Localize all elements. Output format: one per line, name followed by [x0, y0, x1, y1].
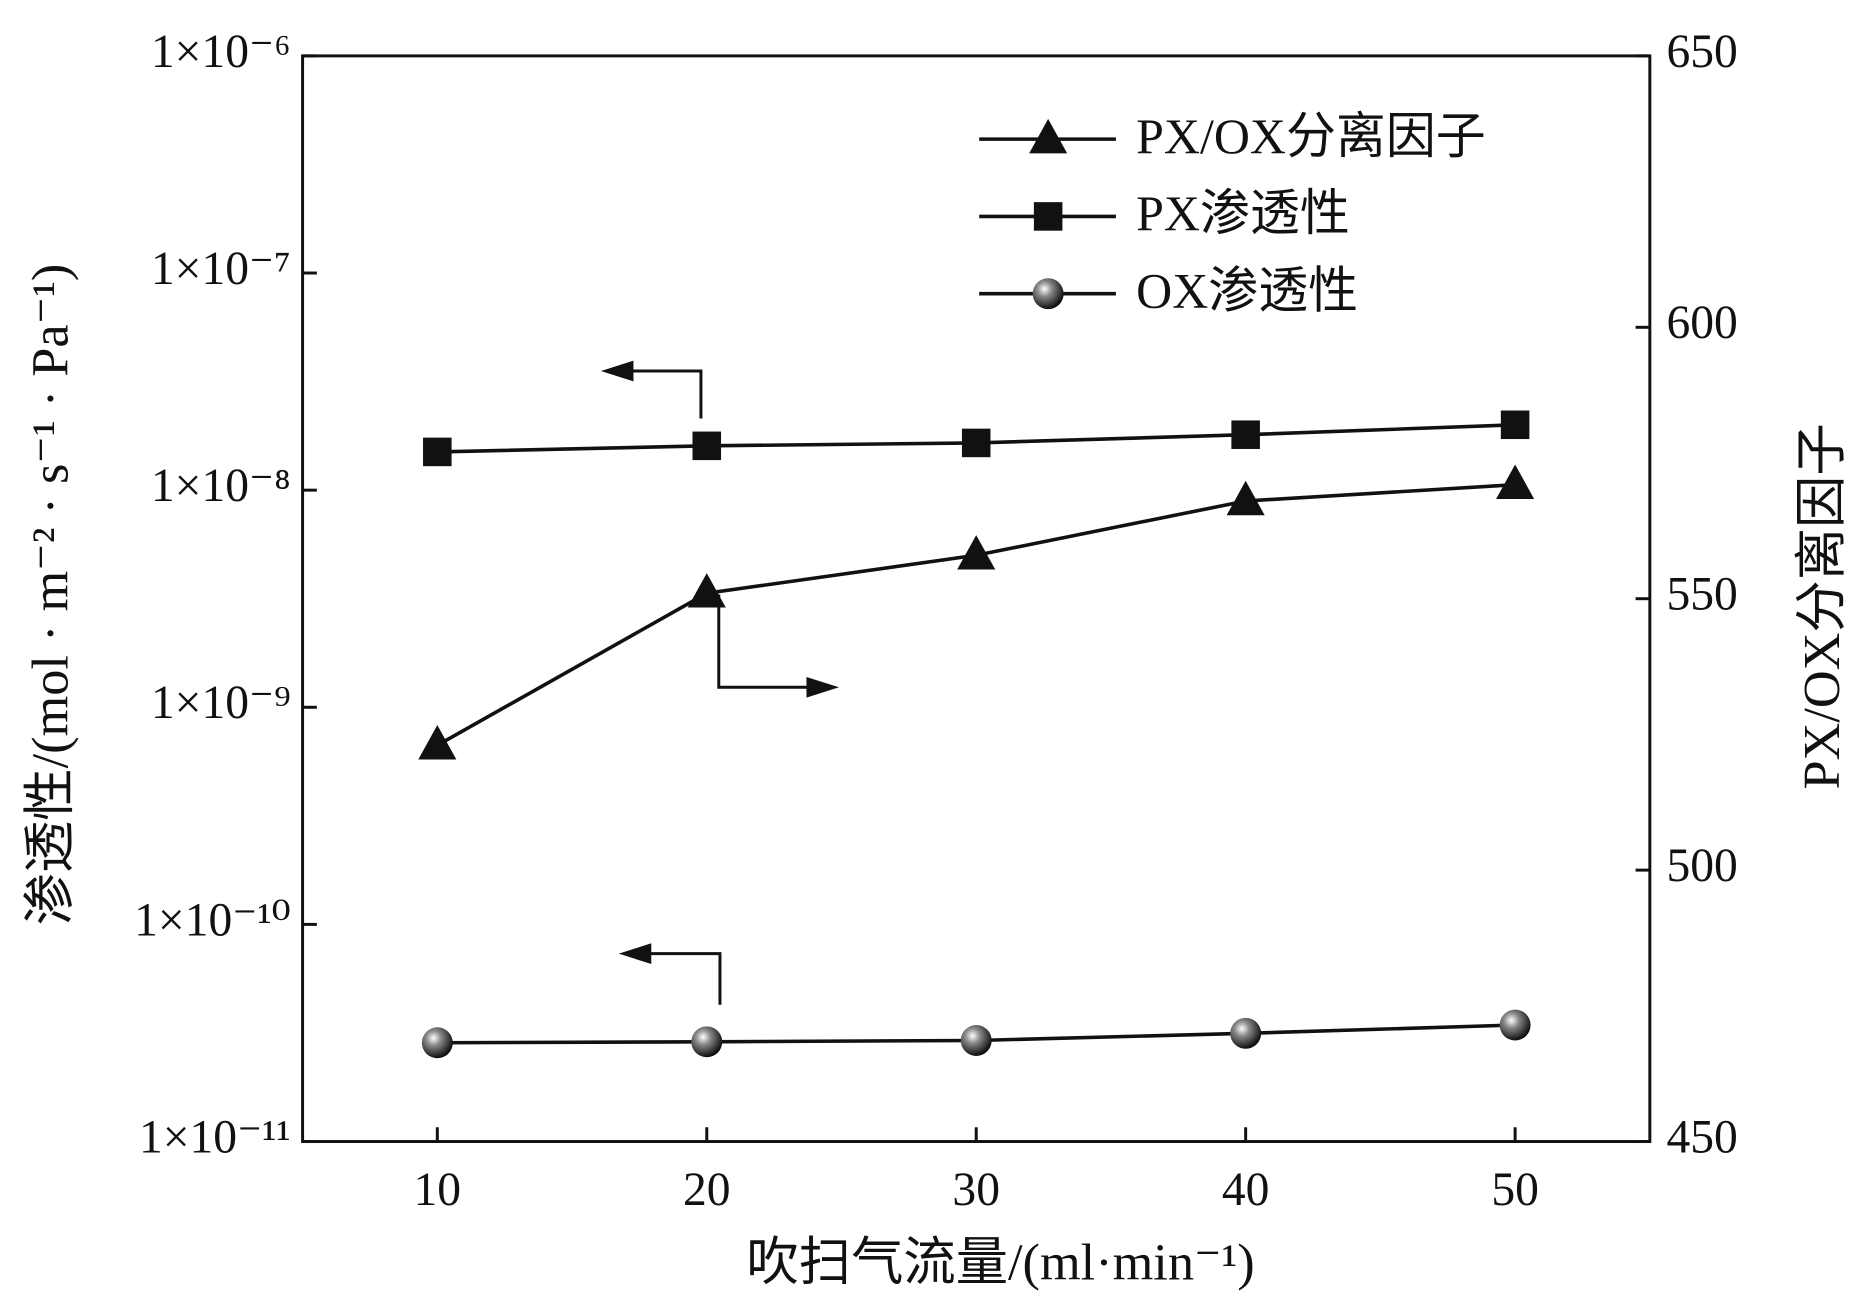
y2-tick-label: 550 [1666, 569, 1737, 621]
marker-sphere [1032, 278, 1064, 310]
marker-square [1033, 202, 1063, 231]
y2-axis-label: PX/OX分离因子 [1793, 423, 1851, 789]
y-axis-label: 渗透性/(mol · m⁻² · s⁻¹ · Pa⁻¹) [21, 264, 79, 926]
marker-square [423, 437, 452, 467]
marker-sphere [421, 1027, 453, 1059]
y-tick-label: 1×10⁻⁸ [151, 460, 291, 512]
marker-sphere [1499, 1009, 1531, 1041]
y2-tick-label: 650 [1666, 26, 1737, 78]
y-tick-label: 1×10⁻⁹ [151, 677, 291, 729]
x-tick-label: 50 [1491, 1164, 1539, 1216]
y2-tick-label: 450 [1666, 1111, 1737, 1163]
marker-triangle [957, 535, 996, 570]
arrow-head [806, 676, 840, 698]
y2-tick-label: 600 [1666, 297, 1737, 349]
y-tick-label: 1×10⁻¹¹ [139, 1111, 291, 1163]
arrow [637, 952, 722, 1005]
marker-triangle [687, 573, 726, 608]
series-line [436, 482, 1516, 747]
annotation-arrows [600, 360, 840, 1005]
y-tick-label: 1×10⁻⁶ [151, 26, 291, 78]
y2-tick-label: 500 [1666, 840, 1737, 892]
x-tick-label: 40 [1222, 1164, 1270, 1216]
y-tick-label: 1×10⁻¹⁰ [134, 894, 291, 946]
marker-sphere [960, 1025, 992, 1056]
marker-sphere [691, 1026, 723, 1058]
x-tick-label: 30 [952, 1164, 1000, 1216]
x-tick-label: 20 [683, 1164, 731, 1216]
arrow-head [618, 943, 652, 965]
marker-square [961, 428, 991, 458]
legend-label: OX渗透性 [1136, 263, 1358, 319]
marker-triangle [1029, 118, 1068, 154]
legend-label: PX渗透性 [1136, 185, 1350, 241]
plot-frame [301, 54, 1652, 1144]
marker-triangle [418, 725, 457, 760]
arrow [717, 594, 820, 689]
marker-square [1231, 420, 1260, 449]
arrow-head [600, 360, 634, 382]
marker-triangle [1226, 480, 1265, 516]
marker-triangle [1496, 464, 1535, 499]
x-axis-label: 吹扫气流量/(ml·min⁻¹) [746, 1234, 1254, 1292]
x-tick-label: 10 [414, 1164, 462, 1216]
arrow [620, 369, 703, 419]
legend-label: PX/OX分离因子 [1136, 108, 1486, 164]
marker-sphere [1230, 1017, 1262, 1049]
marker-square [1500, 410, 1530, 440]
marker-square [692, 431, 722, 461]
y-tick-label: 1×10⁻⁷ [151, 243, 291, 295]
